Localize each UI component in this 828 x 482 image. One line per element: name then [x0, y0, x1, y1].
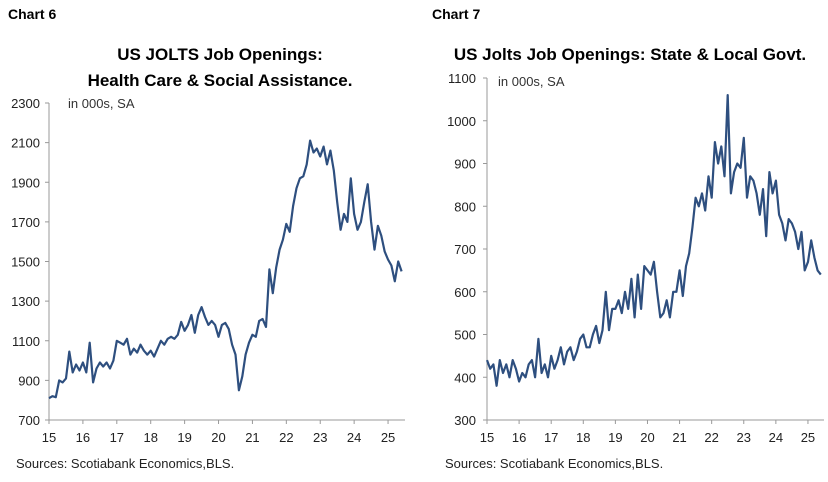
- x-tick-label: 17: [544, 430, 558, 445]
- x-tick-label: 22: [704, 430, 718, 445]
- y-tick-label: 500: [454, 328, 476, 343]
- y-tick-label: 1100: [12, 334, 40, 349]
- x-tick-label: 24: [769, 430, 783, 445]
- y-tick-label: 1500: [11, 255, 40, 270]
- y-tick-label: 600: [454, 285, 476, 300]
- x-tick-label: 16: [512, 430, 526, 445]
- x-tick-label: 15: [480, 430, 494, 445]
- x-tick-label: 15: [42, 430, 56, 445]
- x-tick-label: 18: [576, 430, 590, 445]
- chart-label: Chart 6: [8, 6, 57, 22]
- y-tick-label: 400: [454, 370, 476, 385]
- chart-6-plot: 700 900 1100 1300 1500 1700 1900 2100 2300 15 16 17…: [11, 96, 405, 445]
- y-tick-label: 700: [454, 242, 476, 257]
- x-tick-label: 20: [211, 430, 225, 445]
- x-tick-label: 23: [313, 430, 327, 445]
- y-tick-label: 700: [18, 413, 40, 428]
- chart-title: US JOLTS Job Openings: Health Care & Soc…: [30, 42, 410, 94]
- x-tick-label: 25: [381, 430, 395, 445]
- x-tick-label: 19: [608, 430, 622, 445]
- x-tick-label: 17: [110, 430, 124, 445]
- unit-note: in 000s, SA: [68, 96, 135, 111]
- x-tick-label: 18: [143, 430, 157, 445]
- y-tick-label: 1700: [11, 215, 40, 230]
- x-tick-label: 24: [347, 430, 361, 445]
- chart-title-line-2: Health Care & Social Assistance.: [87, 71, 353, 90]
- x-tick-label: 19: [177, 430, 191, 445]
- x-tick-label: 16: [76, 430, 90, 445]
- series-line: [485, 93, 822, 387]
- x-tick-label: 21: [672, 430, 686, 445]
- y-tick-label: 1100: [448, 71, 476, 86]
- y-tick-label: 2100: [11, 136, 40, 151]
- x-tick-label: 20: [640, 430, 654, 445]
- chart-7-panel: Chart 7 US Jolts Job Openings: State & L…: [425, 0, 828, 482]
- y-tick-label: 800: [454, 199, 476, 214]
- x-tick-label: 23: [737, 430, 751, 445]
- x-tick-label: 22: [279, 430, 293, 445]
- y-tick-label: 1900: [11, 175, 40, 190]
- y-tick-label: 300: [454, 413, 476, 428]
- chart-title: US Jolts Job Openings: State & Local Gov…: [435, 42, 825, 68]
- series-line: [48, 139, 403, 400]
- source-note: Sources: Scotiabank Economics,BLS.: [445, 456, 664, 471]
- y-tick-label: 1300: [11, 294, 40, 309]
- y-tick-label: 900: [454, 157, 476, 172]
- chart-7-plot: 300 400 500 600 700 800 900 1000 1100 15 16 17 18 19 2…: [447, 71, 824, 445]
- chart-title-line-1: US JOLTS Job Openings:: [117, 45, 323, 64]
- y-tick-label: 900: [18, 373, 40, 388]
- y-tick-label: 1000: [447, 114, 476, 129]
- y-tick-label: 2300: [11, 96, 40, 111]
- source-note: Sources: Scotiabank Economics,BLS.: [16, 456, 235, 471]
- unit-note: in 000s, SA: [498, 74, 565, 89]
- x-tick-label: 25: [801, 430, 815, 445]
- x-tick-label: 21: [245, 430, 259, 445]
- chart-label: Chart 7: [432, 6, 481, 22]
- chart-6-panel: Chart 6 US JOLTS Job Openings: Health Ca…: [8, 6, 410, 471]
- chart-title-line-1: US Jolts Job Openings: State & Local Gov…: [453, 45, 807, 64]
